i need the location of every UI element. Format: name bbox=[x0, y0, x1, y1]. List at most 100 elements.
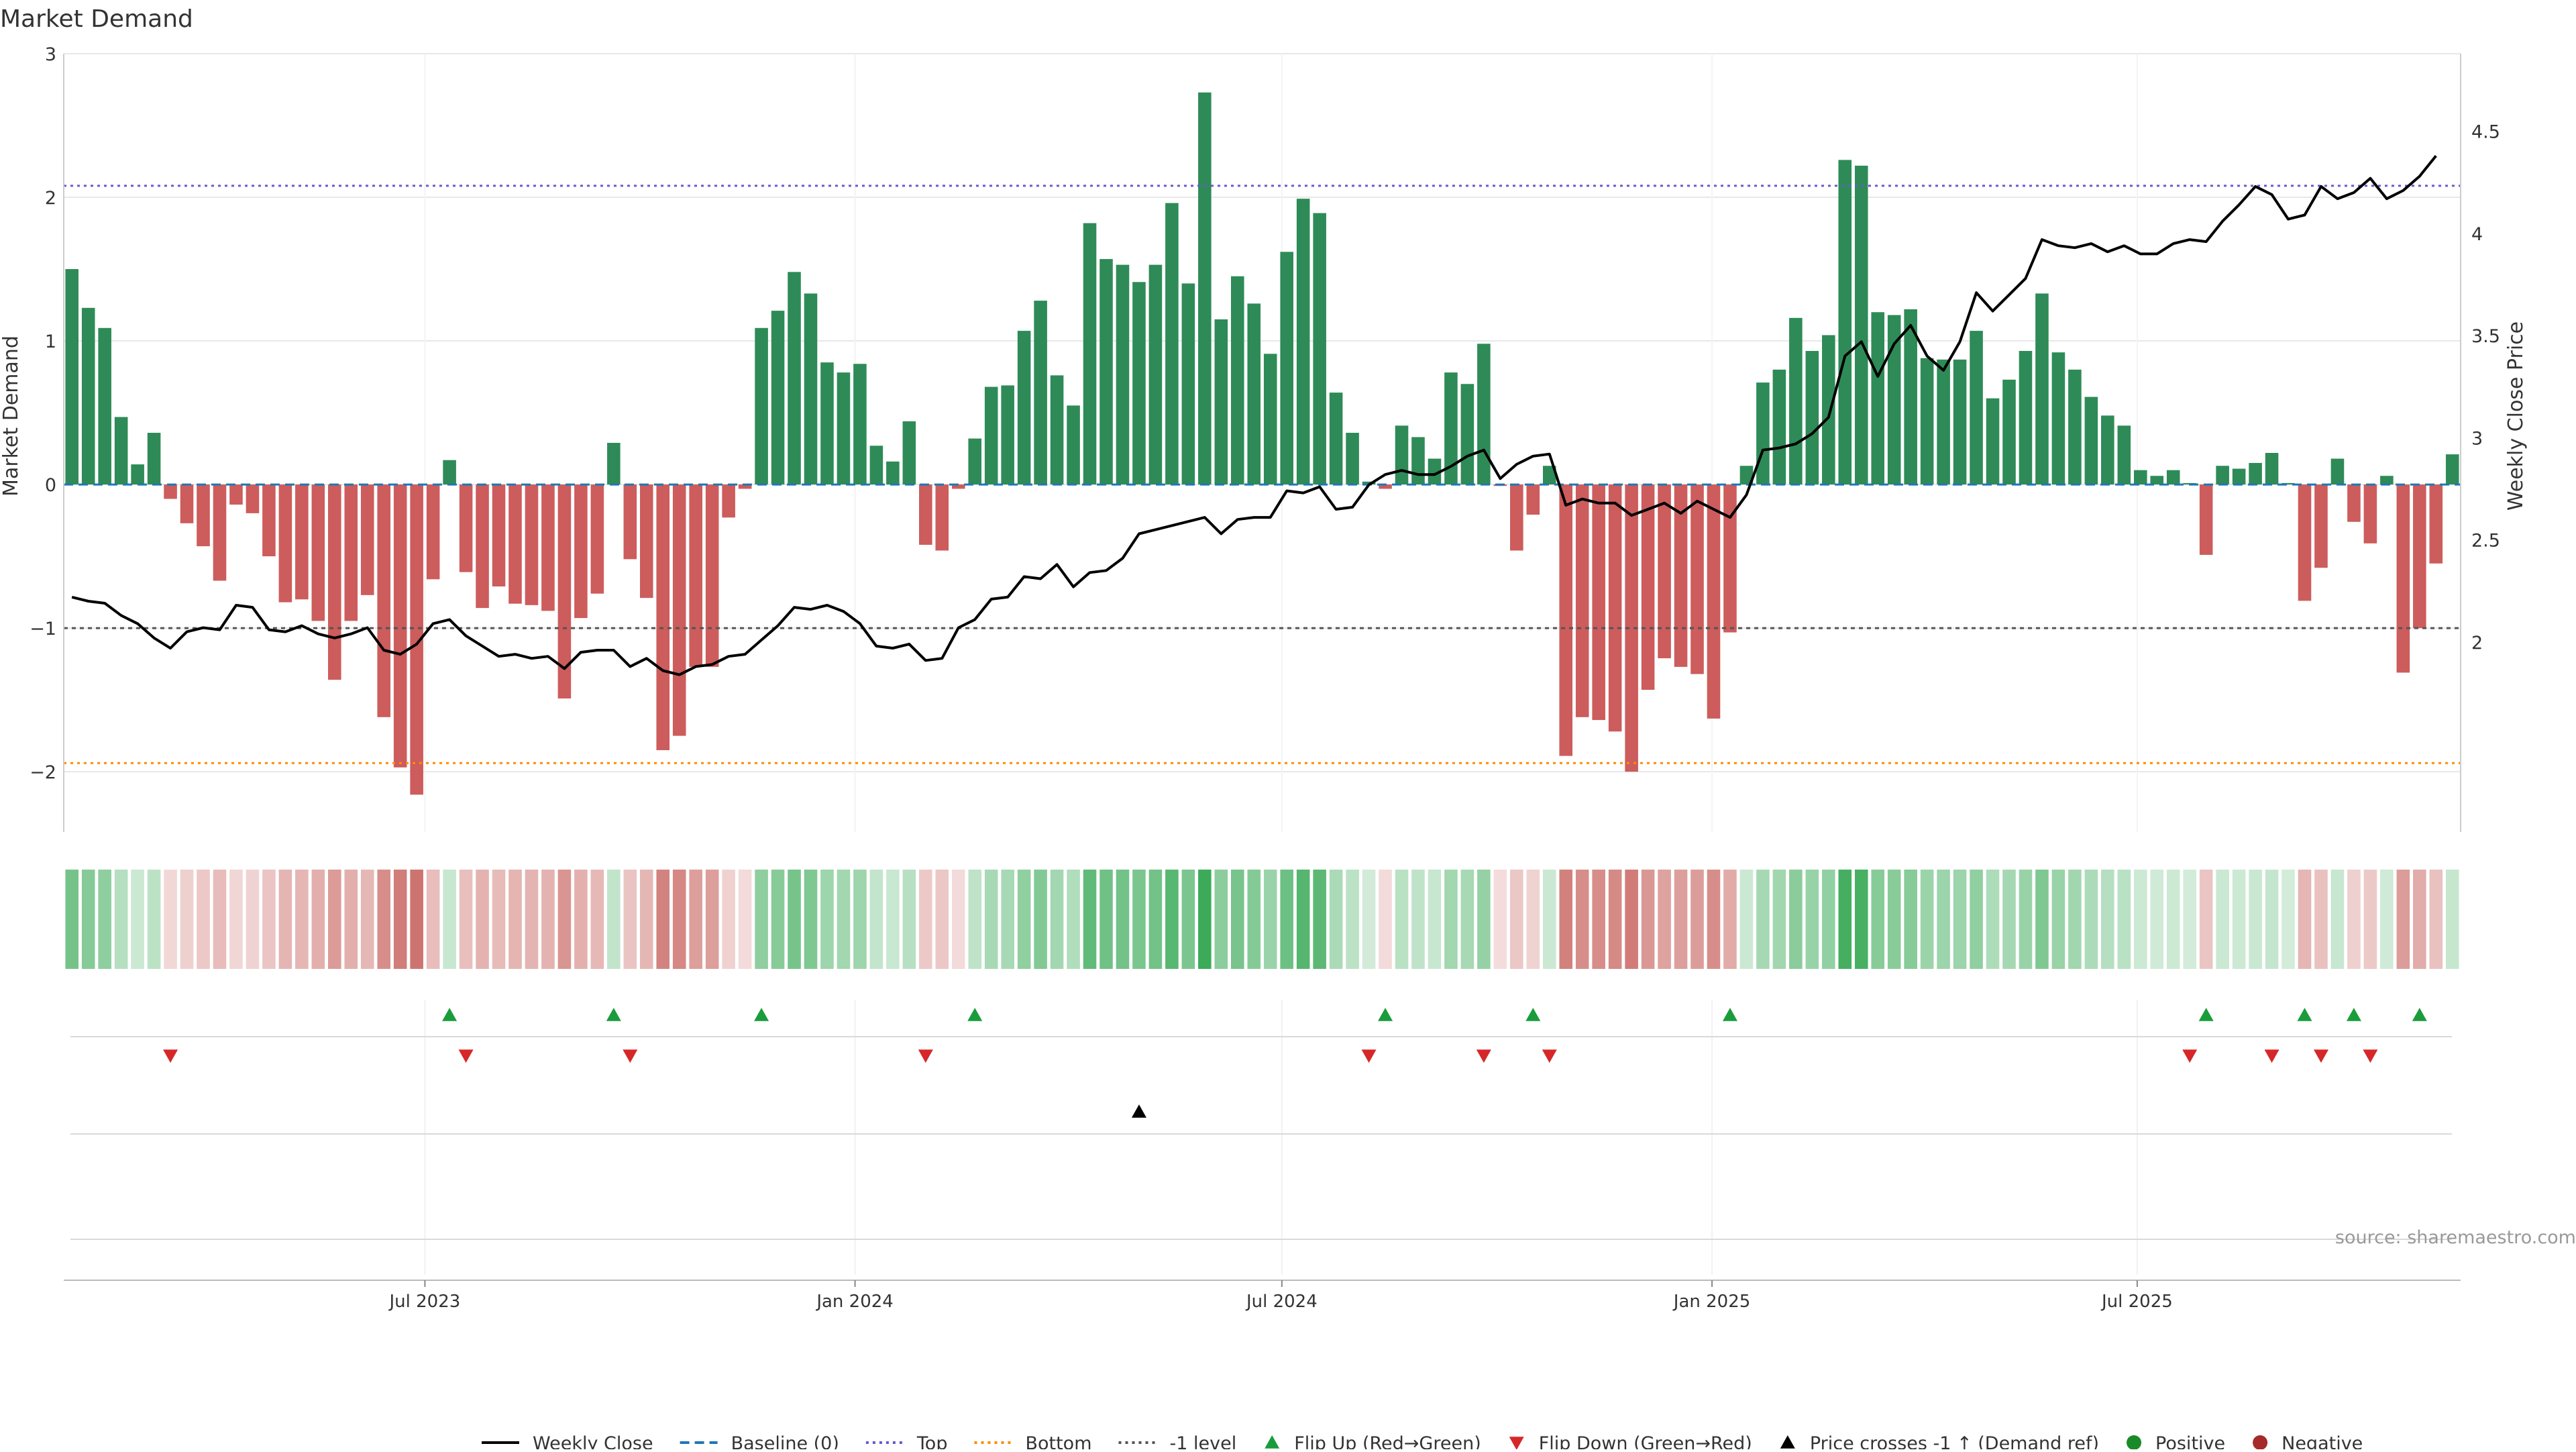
legend-item: Weekly Close bbox=[482, 1433, 653, 1452]
demand-bar bbox=[984, 386, 998, 485]
legend-item: Negative bbox=[2253, 1433, 2363, 1452]
heat-cell bbox=[672, 870, 686, 969]
heat-cell bbox=[246, 870, 260, 969]
legend-label: Baseline (0) bbox=[731, 1433, 839, 1449]
flip-up-marker bbox=[2412, 1008, 2427, 1021]
heat-cell bbox=[65, 870, 79, 969]
heat-cell bbox=[1592, 870, 1605, 969]
demand-bar bbox=[180, 484, 194, 523]
heat-cell bbox=[1608, 870, 1622, 969]
heat-cell bbox=[705, 870, 719, 969]
demand-bar bbox=[311, 484, 325, 621]
demand-bar bbox=[1034, 301, 1047, 485]
demand-bar bbox=[1674, 484, 1688, 667]
demand-bar bbox=[2166, 470, 2180, 485]
demand-bar bbox=[1231, 276, 1244, 485]
heat-cell bbox=[2084, 870, 2098, 969]
demand-bar bbox=[1723, 484, 1737, 633]
demand-bar bbox=[1346, 433, 1359, 485]
heat-cell bbox=[2314, 870, 2328, 969]
demand-bar bbox=[393, 484, 407, 768]
demand-bar bbox=[65, 269, 79, 485]
chart-title: Market Demand bbox=[0, 5, 193, 33]
heat-cell bbox=[2133, 870, 2147, 969]
heat-cell bbox=[755, 870, 768, 969]
heat-cell bbox=[2282, 870, 2295, 969]
heat-cell bbox=[2166, 870, 2180, 969]
demand-bar bbox=[2019, 351, 2033, 485]
heat-cell bbox=[147, 870, 161, 969]
heat-cell bbox=[131, 870, 144, 969]
demand-bar bbox=[2413, 484, 2426, 629]
demand-bar bbox=[278, 484, 292, 603]
demand-bar bbox=[820, 362, 834, 485]
demand-bar bbox=[443, 460, 456, 485]
legend-label: Weekly Close bbox=[533, 1433, 653, 1449]
heat-cell bbox=[1822, 870, 1835, 969]
y2-tick-label: 4 bbox=[2471, 224, 2483, 245]
legend-label: Bottom bbox=[1025, 1433, 1091, 1449]
demand-bar bbox=[295, 484, 309, 600]
demand-bar bbox=[1411, 437, 1425, 485]
demand-bar bbox=[1542, 466, 1556, 485]
heat-cell bbox=[722, 870, 735, 969]
heat-cell bbox=[689, 870, 702, 969]
legend-circle-swatch bbox=[2127, 1435, 2142, 1450]
legend-circle-swatch bbox=[2253, 1435, 2268, 1450]
heat-cell bbox=[1181, 870, 1195, 969]
demand-bar bbox=[574, 484, 588, 619]
heat-cell bbox=[968, 870, 982, 969]
heat-cell bbox=[1460, 870, 1474, 969]
heat-cell bbox=[377, 870, 391, 969]
demand-bar bbox=[98, 327, 111, 485]
heat-cell bbox=[1756, 870, 1770, 969]
heat-cell bbox=[1953, 870, 1967, 969]
heat-cell bbox=[229, 870, 243, 969]
heat-cell bbox=[837, 870, 851, 969]
heat-cell bbox=[1477, 870, 1491, 969]
demand-bar bbox=[147, 433, 161, 485]
legend-item: Baseline (0) bbox=[680, 1433, 839, 1452]
demand-bar bbox=[1592, 484, 1605, 721]
heat-cell bbox=[1559, 870, 1573, 969]
heat-cell bbox=[1017, 870, 1031, 969]
demand-bar bbox=[131, 464, 144, 485]
demand-bar bbox=[2117, 425, 2131, 485]
heat-cell bbox=[360, 870, 374, 969]
demand-bar bbox=[1247, 303, 1261, 485]
heat-cell bbox=[2249, 870, 2262, 969]
demand-bar bbox=[492, 484, 506, 587]
demand-bar bbox=[755, 327, 768, 485]
heat-cell bbox=[1198, 870, 1212, 969]
demand-bar bbox=[2051, 352, 2065, 485]
flip-up-marker bbox=[1525, 1008, 1541, 1021]
legend-label: Flip Up (Red→Green) bbox=[1294, 1433, 1481, 1449]
demand-bar bbox=[1920, 358, 1934, 485]
demand-bar bbox=[1986, 398, 2000, 485]
demand-bar bbox=[886, 461, 900, 485]
y2-tick-label: 2 bbox=[2471, 633, 2483, 654]
heat-cell bbox=[2150, 870, 2164, 969]
heat-cell bbox=[623, 870, 637, 969]
heat-cell bbox=[311, 870, 325, 969]
flip-down-marker bbox=[2363, 1049, 2378, 1063]
heat-cell bbox=[1379, 870, 1392, 969]
legend-item: Flip Up (Red→Green) bbox=[1265, 1433, 1481, 1452]
y-tick-label: −1 bbox=[30, 619, 56, 639]
heat-cell bbox=[771, 870, 785, 969]
legend-item: Top bbox=[865, 1433, 947, 1452]
heat-cell bbox=[951, 870, 965, 969]
heat-cell bbox=[2298, 870, 2312, 969]
demand-bar bbox=[197, 484, 210, 547]
heat-cell bbox=[574, 870, 588, 969]
heat-cell bbox=[1362, 870, 1376, 969]
demand-bar bbox=[1181, 283, 1195, 485]
demand-bar bbox=[590, 484, 604, 594]
source-note: source: sharemaestro.com bbox=[2335, 1227, 2576, 1248]
demand-bar bbox=[246, 484, 260, 513]
heat-cell bbox=[639, 870, 653, 969]
heat-cell bbox=[1083, 870, 1097, 969]
flip-up-marker bbox=[2198, 1008, 2214, 1021]
legend-label: Positive bbox=[2155, 1433, 2225, 1449]
heat-cell bbox=[1674, 870, 1688, 969]
